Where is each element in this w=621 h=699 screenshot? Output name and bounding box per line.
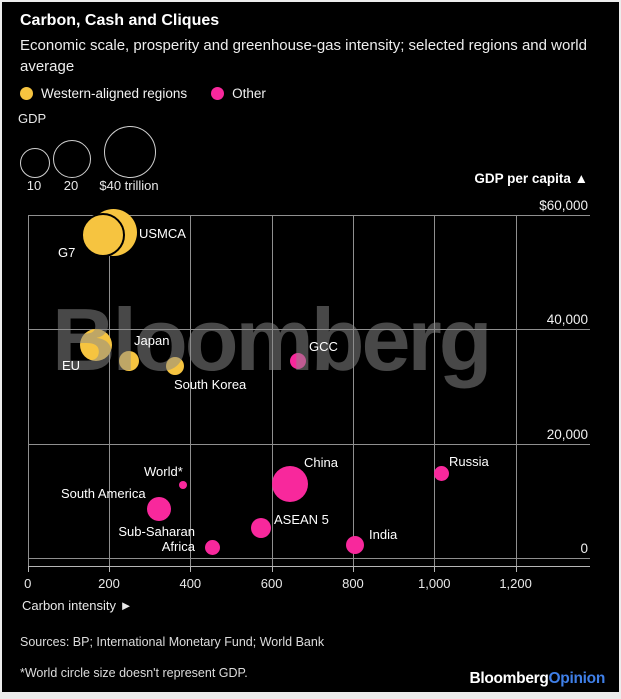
x-tick-label: 1,200	[499, 576, 532, 591]
bloomberg-opinion-logo: BloombergOpinion	[469, 670, 605, 688]
bubble-india	[346, 535, 365, 554]
bubble-label: ASEAN 5	[274, 512, 329, 527]
size-legend-label: 20	[63, 178, 79, 193]
bubble-label: GCC	[309, 339, 338, 354]
size-legend-label: $40 trillion	[99, 178, 159, 193]
x-tick-label: 0	[24, 576, 32, 591]
bubble-label: Russia	[449, 454, 489, 469]
bloomberg-wordmark: Bloomberg	[469, 670, 549, 687]
y-tick-label: 20,000	[546, 426, 588, 442]
gridline-horizontal	[27, 329, 590, 331]
gridline-vertical	[109, 215, 111, 566]
size-legend-circle	[20, 148, 50, 178]
gridline-vertical	[190, 215, 192, 566]
chart-subtitle: Economic scale, prosperity and greenhous…	[20, 37, 587, 75]
x-axis-tick	[434, 566, 436, 572]
size-legend-title: GDP	[18, 111, 47, 126]
bubble-south-korea	[165, 357, 184, 376]
y-axis-title-text: GDP per capita	[474, 171, 571, 186]
legend-item-label: Western-aligned regions	[41, 86, 188, 101]
x-tick-label: 600	[260, 576, 283, 591]
bubble-sub-saharan-africa	[205, 540, 221, 556]
bubble-label: USMCA	[139, 226, 186, 241]
size-legend-circle	[53, 140, 91, 178]
up-arrow-icon: ▲	[574, 171, 588, 186]
chart-title: Carbon, Cash and Cliques	[20, 12, 220, 29]
bubble-russia	[433, 466, 449, 482]
y-axis-title: GDP per capita ▲	[474, 171, 588, 186]
x-tick-label: 800	[342, 576, 364, 591]
bubble-gcc	[290, 352, 307, 369]
bubble-south-america	[146, 496, 171, 521]
bubble-label: Japan	[134, 333, 170, 348]
size-legend-circle	[104, 126, 156, 178]
footer-notes: Sources: BP; International Monetary Fund…	[20, 619, 525, 692]
gridline-vertical	[352, 215, 354, 566]
x-tick-label: 200	[98, 576, 120, 591]
bubble-eu	[80, 329, 112, 362]
y-tick-label: 40,000	[546, 312, 588, 328]
bubble-world-	[178, 480, 187, 489]
x-axis-tick	[352, 566, 354, 572]
gridline-horizontal	[27, 215, 590, 216]
gridline-vertical	[515, 215, 517, 566]
bubble-label: World*	[144, 464, 183, 479]
x-axis-tick	[515, 566, 517, 572]
legend-item-western: Western-aligned regions	[20, 86, 187, 101]
y-tick-label: $60,000	[539, 198, 588, 213]
gridline-vertical	[27, 215, 29, 566]
gridline-vertical	[434, 215, 436, 566]
opinion-wordmark: Opinion	[548, 670, 606, 687]
bubble-label: G7	[58, 245, 76, 260]
x-tick-label: 400	[179, 576, 202, 591]
world-note: *World circle size doesn't represent GDP…	[20, 665, 248, 680]
x-axis-title-text: Carbon intensity	[22, 598, 116, 613]
x-axis-tick	[27, 566, 29, 572]
x-axis-tick	[271, 566, 273, 572]
bubble-label: India	[369, 527, 398, 542]
x-axis-line	[27, 566, 590, 567]
bubble-asean-5	[251, 517, 272, 538]
legend-dot-icon	[211, 87, 225, 100]
bubble-china	[272, 465, 309, 502]
bubble-label: China	[304, 455, 338, 470]
legend-dot-icon	[20, 87, 33, 100]
y-tick-label: 0	[580, 541, 588, 556]
bubble-label: South America	[61, 486, 146, 501]
legend-item-label: Other	[232, 86, 266, 101]
bubble-label: South Korea	[174, 377, 247, 392]
gridline-horizontal	[27, 443, 590, 445]
bubble-label: EU	[62, 358, 81, 373]
x-axis-title: Carbon intensity ►	[22, 598, 132, 613]
color-legend: Western-aligned regions Other	[20, 86, 266, 101]
right-arrow-icon: ►	[119, 598, 133, 613]
legend-item-other: Other	[211, 86, 266, 101]
size-legend-label: 10	[26, 178, 42, 193]
bubble-g7	[80, 213, 125, 257]
x-tick-label: 1,000	[418, 576, 451, 591]
bubble-japan	[118, 351, 139, 372]
gridline-vertical	[271, 215, 273, 566]
bubble-label: Sub-Saharan Africa	[118, 524, 195, 554]
sources-note: Sources: BP; International Monetary Fund…	[20, 634, 325, 649]
gridline-horizontal	[27, 558, 590, 559]
x-axis-tick	[109, 566, 111, 572]
x-axis-tick	[190, 566, 192, 572]
